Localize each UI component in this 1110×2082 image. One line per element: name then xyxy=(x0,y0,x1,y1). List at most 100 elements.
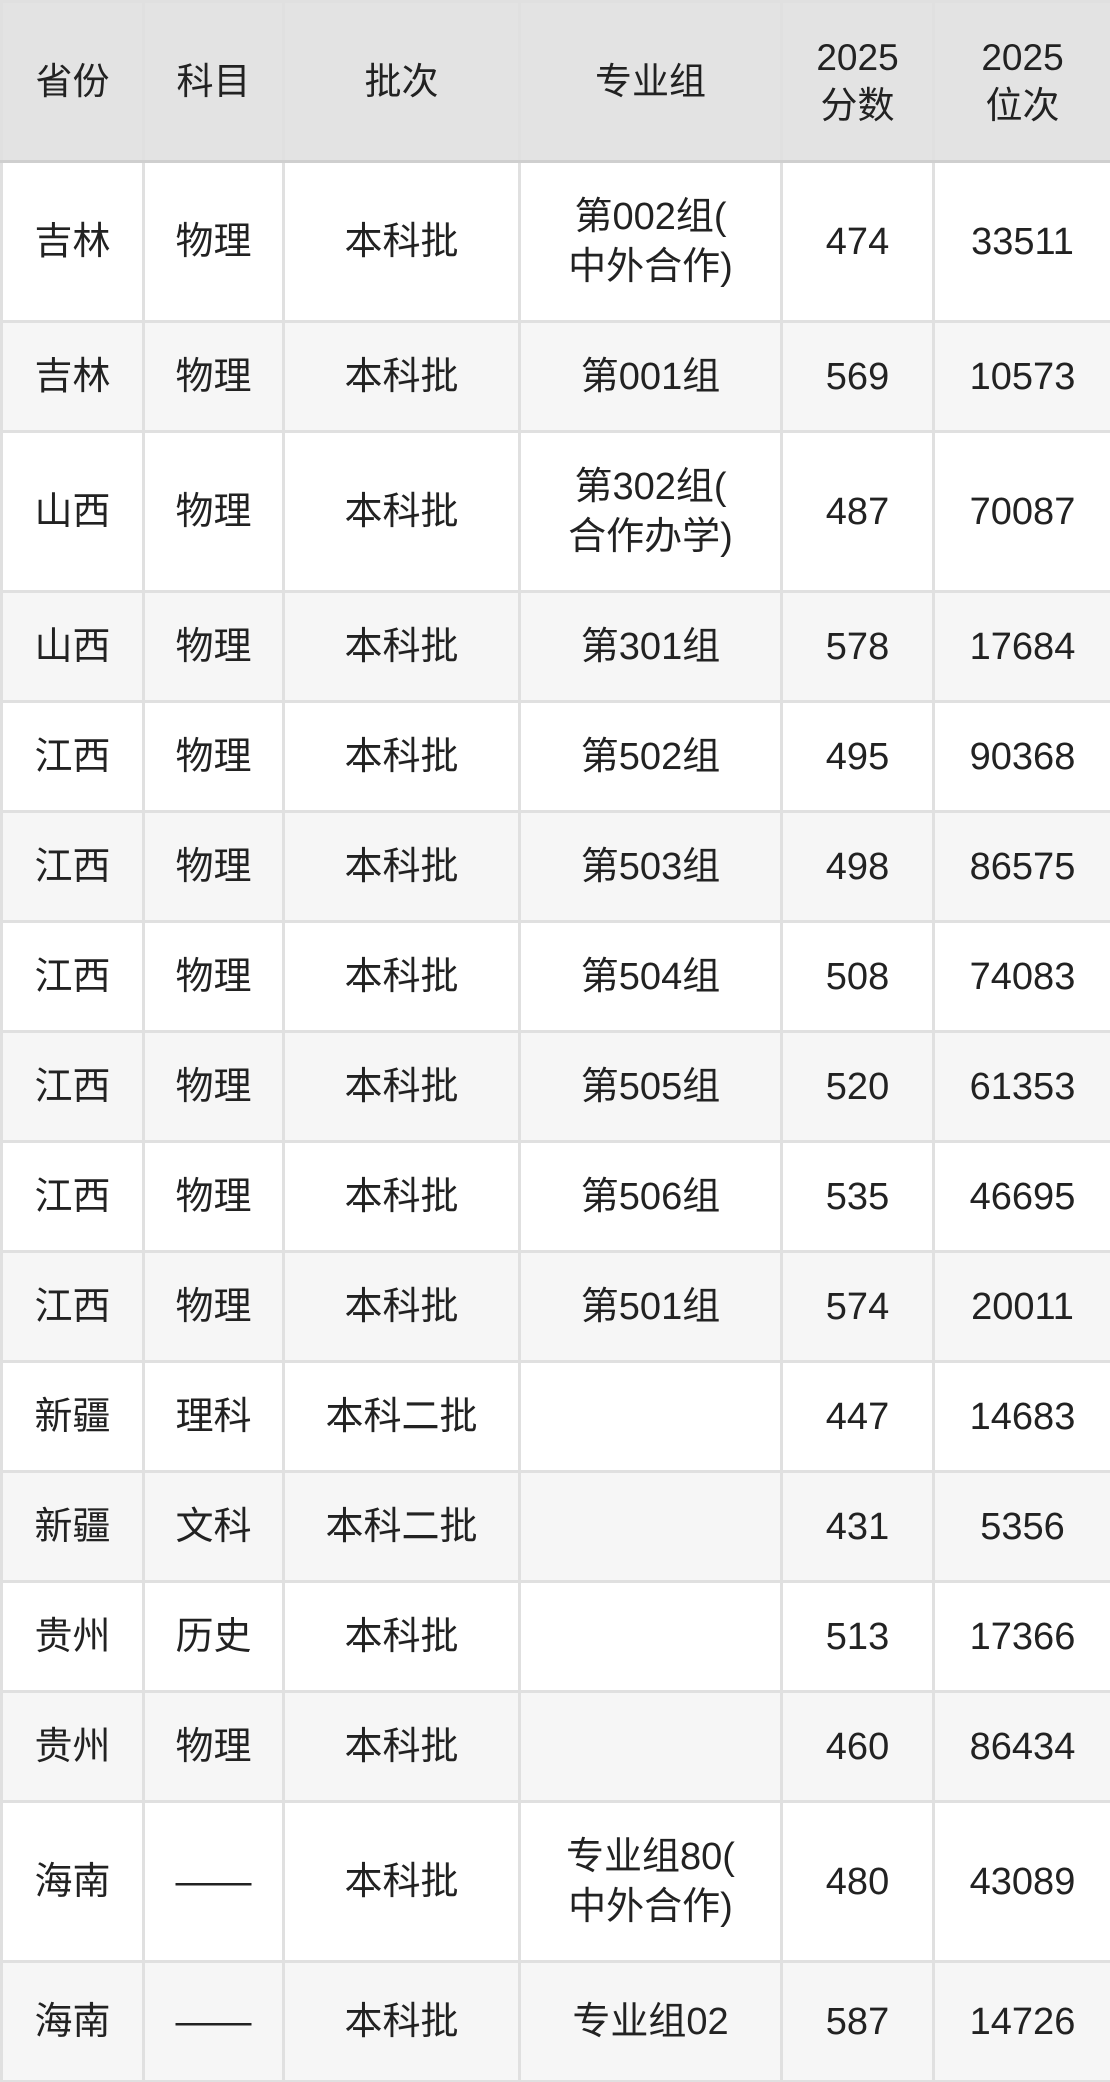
cell-score: 578 xyxy=(780,590,935,703)
cell-score: 574 xyxy=(780,1250,935,1363)
cell-province: 江西 xyxy=(0,920,145,1033)
col-header-subject: 科目 xyxy=(142,0,285,163)
cell-batch: 本科批 xyxy=(282,1800,521,1963)
cell-group: 第301组 xyxy=(518,590,783,703)
cell-group: 第001组 xyxy=(518,320,783,433)
cell-subject: 物理 xyxy=(142,810,285,923)
cell-province: 江西 xyxy=(0,1250,145,1363)
cell-batch: 本科批 xyxy=(282,700,521,813)
table-row: 山西 物理 本科批 第301组 578 17684 xyxy=(0,590,1110,703)
cell-subject: —— xyxy=(142,1960,285,2082)
cell-province: 江西 xyxy=(0,700,145,813)
cell-group: 第505组 xyxy=(518,1030,783,1143)
table-row: 江西 物理 本科批 第502组 495 90368 xyxy=(0,700,1110,813)
cell-rank: 17366 xyxy=(932,1580,1110,1693)
cell-group xyxy=(518,1690,783,1803)
cell-group: 第502组 xyxy=(518,700,783,813)
cell-province: 江西 xyxy=(0,1140,145,1253)
cell-batch: 本科批 xyxy=(282,1580,521,1693)
cell-province: 山西 xyxy=(0,430,145,593)
cell-subject: 物理 xyxy=(142,160,285,323)
cell-group xyxy=(518,1470,783,1583)
cell-subject: 物理 xyxy=(142,700,285,813)
cell-group: 第501组 xyxy=(518,1250,783,1363)
cell-province: 吉林 xyxy=(0,320,145,433)
cell-group: 第302组( 合作办学) xyxy=(518,430,783,593)
col-header-group: 专业组 xyxy=(518,0,783,163)
cell-score: 587 xyxy=(780,1960,935,2082)
cell-rank: 33511 xyxy=(932,160,1110,323)
table-row: 吉林 物理 本科批 第001组 569 10573 xyxy=(0,320,1110,433)
table-row: 贵州 历史 本科批 513 17366 xyxy=(0,1580,1110,1693)
table-row: 海南 —— 本科批 专业组02 587 14726 xyxy=(0,1960,1110,2082)
cell-group: 专业组02 xyxy=(518,1960,783,2082)
cell-group xyxy=(518,1360,783,1473)
cell-rank: 14726 xyxy=(932,1960,1110,2082)
cell-score: 498 xyxy=(780,810,935,923)
table-row: 江西 物理 本科批 第503组 498 86575 xyxy=(0,810,1110,923)
cell-subject: 理科 xyxy=(142,1360,285,1473)
cell-batch: 本科批 xyxy=(282,1250,521,1363)
cell-rank: 90368 xyxy=(932,700,1110,813)
cell-batch: 本科批 xyxy=(282,810,521,923)
cell-rank: 5356 xyxy=(932,1470,1110,1583)
table-header-row: 省份 科目 批次 专业组 2025 分数 2025 位次 xyxy=(0,0,1110,163)
cell-group: 第504组 xyxy=(518,920,783,1033)
cell-group: 第506组 xyxy=(518,1140,783,1253)
cell-rank: 43089 xyxy=(932,1800,1110,1963)
cell-score: 508 xyxy=(780,920,935,1033)
cell-province: 新疆 xyxy=(0,1470,145,1583)
table-row: 新疆 文科 本科二批 431 5356 xyxy=(0,1470,1110,1583)
cell-rank: 20011 xyxy=(932,1250,1110,1363)
table-row: 海南 —— 本科批 专业组80( 中外合作) 480 43089 xyxy=(0,1800,1110,1963)
cell-province: 海南 xyxy=(0,1960,145,2082)
cell-batch: 本科批 xyxy=(282,1030,521,1143)
cell-subject: 物理 xyxy=(142,1690,285,1803)
table-row: 新疆 理科 本科二批 447 14683 xyxy=(0,1360,1110,1473)
cell-subject: 物理 xyxy=(142,920,285,1033)
cell-batch: 本科批 xyxy=(282,430,521,593)
cell-score: 480 xyxy=(780,1800,935,1963)
cell-province: 海南 xyxy=(0,1800,145,1963)
cell-subject: 物理 xyxy=(142,320,285,433)
col-header-rank-2025: 2025 位次 xyxy=(932,0,1110,163)
cell-batch: 本科批 xyxy=(282,590,521,703)
table-row: 江西 物理 本科批 第501组 574 20011 xyxy=(0,1250,1110,1363)
cell-subject: 物理 xyxy=(142,1030,285,1143)
cell-rank: 14683 xyxy=(932,1360,1110,1473)
cell-province: 贵州 xyxy=(0,1580,145,1693)
table-row: 山西 物理 本科批 第302组( 合作办学) 487 70087 xyxy=(0,430,1110,593)
cell-score: 495 xyxy=(780,700,935,813)
cell-rank: 86575 xyxy=(932,810,1110,923)
cell-rank: 86434 xyxy=(932,1690,1110,1803)
cell-score: 535 xyxy=(780,1140,935,1253)
cell-subject: —— xyxy=(142,1800,285,1963)
cell-batch: 本科批 xyxy=(282,320,521,433)
cell-batch: 本科批 xyxy=(282,1140,521,1253)
cell-subject: 物理 xyxy=(142,590,285,703)
cell-rank: 61353 xyxy=(932,1030,1110,1143)
cell-province: 江西 xyxy=(0,1030,145,1143)
cell-rank: 70087 xyxy=(932,430,1110,593)
cell-score: 431 xyxy=(780,1470,935,1583)
cell-group: 专业组80( 中外合作) xyxy=(518,1800,783,1963)
cell-subject: 物理 xyxy=(142,1140,285,1253)
col-header-province: 省份 xyxy=(0,0,145,163)
cell-subject: 物理 xyxy=(142,430,285,593)
cell-rank: 17684 xyxy=(932,590,1110,703)
cell-group: 第503组 xyxy=(518,810,783,923)
cell-rank: 10573 xyxy=(932,320,1110,433)
cell-score: 447 xyxy=(780,1360,935,1473)
cell-score: 513 xyxy=(780,1580,935,1693)
table-row: 吉林 物理 本科批 第002组( 中外合作) 474 33511 xyxy=(0,160,1110,323)
cell-rank: 74083 xyxy=(932,920,1110,1033)
cell-score: 569 xyxy=(780,320,935,433)
table-row: 贵州 物理 本科批 460 86434 xyxy=(0,1690,1110,1803)
cell-score: 487 xyxy=(780,430,935,593)
table-row: 江西 物理 本科批 第506组 535 46695 xyxy=(0,1140,1110,1253)
table-row: 江西 物理 本科批 第504组 508 74083 xyxy=(0,920,1110,1033)
cell-batch: 本科批 xyxy=(282,920,521,1033)
cell-batch: 本科批 xyxy=(282,1690,521,1803)
cell-rank: 46695 xyxy=(932,1140,1110,1253)
